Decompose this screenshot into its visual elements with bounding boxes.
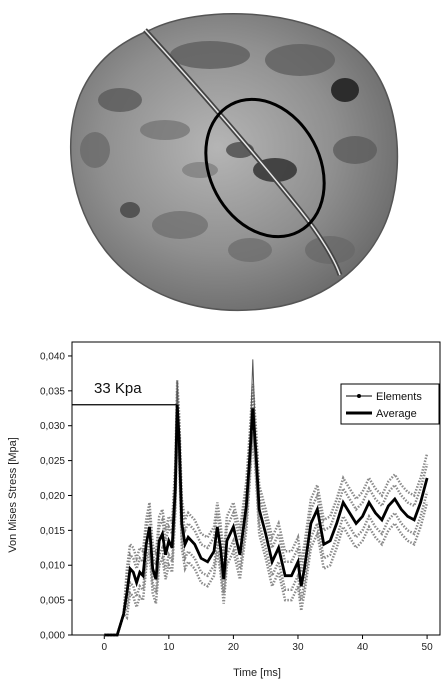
legend-box bbox=[340, 383, 440, 425]
highlight-ellipse bbox=[204, 97, 326, 239]
x-tick-label: 40 bbox=[357, 642, 369, 653]
average-series bbox=[104, 404, 429, 637]
y-tick-label: 0,015 bbox=[40, 526, 65, 537]
x-axis-title: Time [ms] bbox=[233, 667, 281, 679]
x-tick-label: 0 bbox=[101, 642, 107, 653]
element-series-2 bbox=[104, 418, 429, 637]
plot-lines bbox=[104, 359, 429, 637]
plot-frame bbox=[71, 341, 441, 636]
x-tick-label: 50 bbox=[422, 642, 434, 653]
y-tick-label: 0,010 bbox=[40, 561, 65, 572]
x-tick-labels: 0 10 20 30 40 50 bbox=[101, 635, 433, 653]
stress-patches bbox=[80, 41, 377, 264]
x-tick-label: 20 bbox=[228, 642, 240, 653]
legend-elements-label: Elements bbox=[376, 391, 422, 403]
y-tick-label: 0,000 bbox=[40, 631, 65, 642]
y-tick-label: 0,030 bbox=[40, 421, 65, 432]
y-tick-label: 0,035 bbox=[40, 386, 65, 397]
brain-surface bbox=[69, 13, 399, 312]
y-tick-label: 0,040 bbox=[40, 351, 65, 362]
x-tick-label: 30 bbox=[292, 642, 304, 653]
element-series-1 bbox=[104, 390, 429, 637]
y-tick-label: 0,020 bbox=[40, 491, 65, 502]
y-tick-labels: 0,000 0,005 0,010 0,015 0,020 0,025 0,030 0,035… bbox=[40, 351, 72, 642]
y-axis-title: Von Mises Stress [Mpa] bbox=[7, 437, 19, 553]
element-series-0 bbox=[104, 380, 429, 637]
y-tick-label: 0,005 bbox=[40, 596, 65, 607]
x-tick-label: 10 bbox=[163, 642, 175, 653]
y-tick-label: 0,025 bbox=[40, 456, 65, 467]
legend: Elements Average bbox=[340, 383, 440, 425]
stress-chart: 0 10 20 30 40 50 0,0000,0050,0100,0150,0200,0… bbox=[7, 341, 441, 679]
legend-average-label: Average bbox=[376, 408, 417, 420]
threshold-label: 33 Kpa bbox=[94, 380, 142, 397]
legend-elements-marker bbox=[357, 394, 361, 398]
threshold-annotation: 33 Kpa bbox=[72, 380, 177, 406]
element-series-3 bbox=[104, 429, 429, 637]
chart-axes bbox=[71, 341, 441, 636]
brain-mesh-figure bbox=[69, 13, 399, 312]
